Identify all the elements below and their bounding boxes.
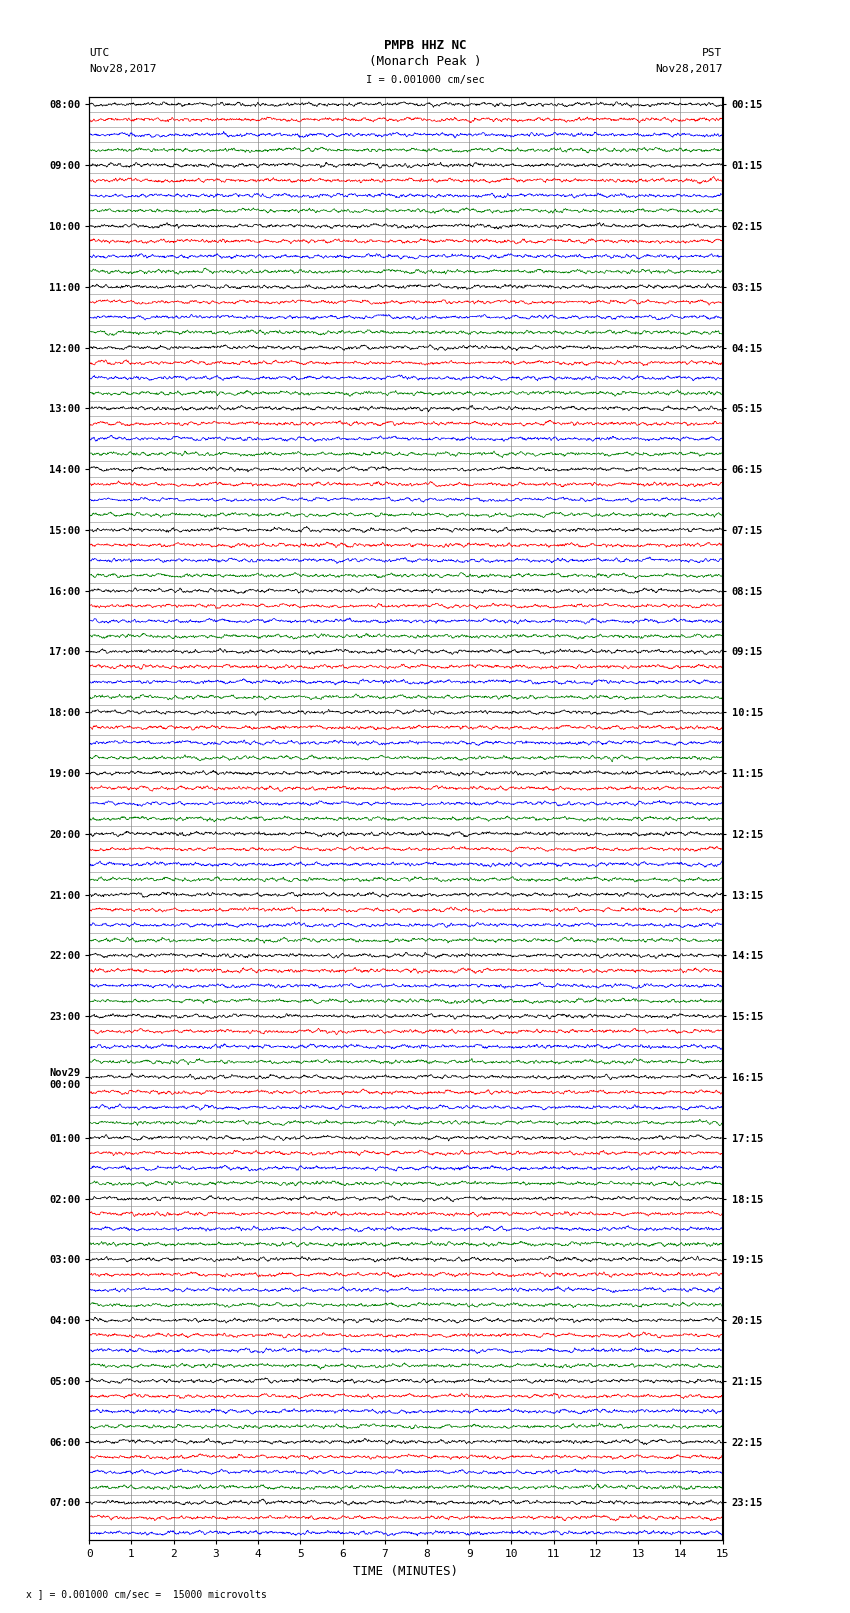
Text: UTC: UTC <box>89 48 110 58</box>
Text: PST: PST <box>702 48 722 58</box>
Text: Nov28,2017: Nov28,2017 <box>655 65 722 74</box>
Text: I = 0.001000 cm/sec: I = 0.001000 cm/sec <box>366 76 484 85</box>
Text: x ] = 0.001000 cm/sec =  15000 microvolts: x ] = 0.001000 cm/sec = 15000 microvolts <box>26 1589 266 1598</box>
X-axis label: TIME (MINUTES): TIME (MINUTES) <box>354 1565 458 1578</box>
Text: PMPB HHZ NC: PMPB HHZ NC <box>383 39 467 52</box>
Text: Nov28,2017: Nov28,2017 <box>89 65 156 74</box>
Text: (Monarch Peak ): (Monarch Peak ) <box>369 55 481 68</box>
